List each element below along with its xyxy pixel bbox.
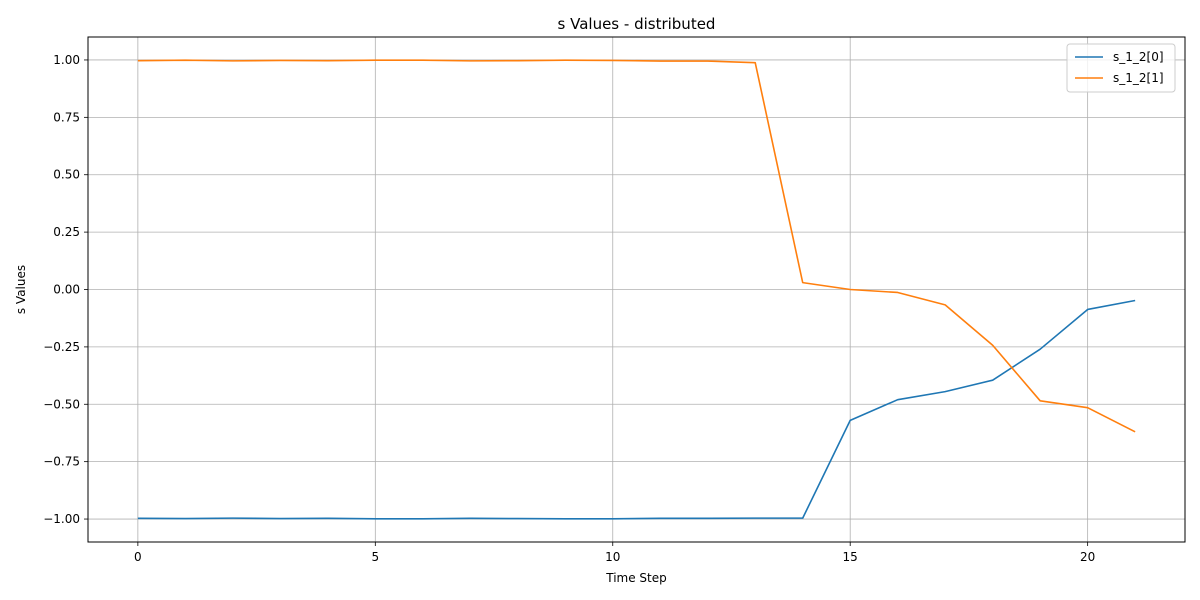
legend-label-0: s_1_2[0] xyxy=(1113,50,1164,64)
legend-label-1: s_1_2[1] xyxy=(1113,71,1164,85)
y-tick-label: −0.50 xyxy=(43,397,80,411)
x-tick-label: 0 xyxy=(134,550,142,564)
y-tick-label: 0.00 xyxy=(53,283,80,297)
chart-title: s Values - distributed xyxy=(558,15,716,33)
y-tick-label: 1.00 xyxy=(53,53,80,67)
y-tick-label: 0.50 xyxy=(53,168,80,182)
y-tick-label: 0.75 xyxy=(53,110,80,124)
y-axis-title: s Values xyxy=(14,265,28,314)
series-lines xyxy=(137,59,1136,520)
y-tick-label: −0.75 xyxy=(43,455,80,469)
legend: s_1_2[0] s_1_2[1] xyxy=(1066,43,1176,93)
x-tick-label: 20 xyxy=(1080,550,1095,564)
axis-ticks: 0 5 10 15 20 −1.00 −0.75 −0.50 −0.25 0.00 0.25 0.50… xyxy=(43,53,1095,564)
y-tick-label: −0.25 xyxy=(43,340,80,354)
x-axis-title: Time Step xyxy=(605,571,667,585)
series-line-1 xyxy=(137,59,1136,433)
y-tick-label: −1.00 xyxy=(43,512,80,526)
x-tick-label: 15 xyxy=(843,550,858,564)
series-line-0 xyxy=(137,299,1136,520)
legend-box xyxy=(1066,43,1176,93)
x-tick-label: 10 xyxy=(605,550,620,564)
x-tick-label: 5 xyxy=(371,550,379,564)
y-tick-label: 0.25 xyxy=(53,225,80,239)
